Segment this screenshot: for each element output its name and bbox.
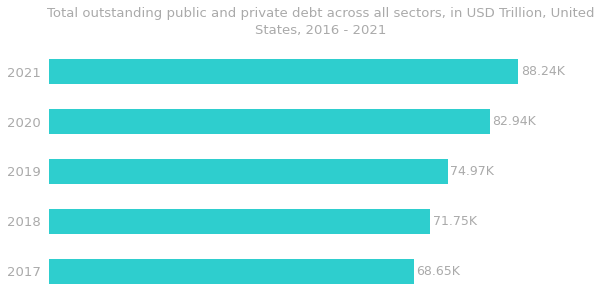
Text: 82.94K: 82.94K: [493, 115, 536, 128]
Text: 68.65K: 68.65K: [416, 265, 460, 278]
Bar: [49, 59, 518, 84]
Bar: [49, 109, 490, 134]
Bar: [49, 259, 414, 284]
Bar: [49, 209, 430, 234]
Text: 74.97K: 74.97K: [450, 165, 494, 178]
Bar: [49, 159, 448, 184]
Title: Total outstanding public and private debt across all sectors, in USD Trillion, U: Total outstanding public and private deb…: [47, 7, 595, 37]
Text: 71.75K: 71.75K: [433, 215, 477, 228]
Text: 88.24K: 88.24K: [521, 65, 565, 78]
